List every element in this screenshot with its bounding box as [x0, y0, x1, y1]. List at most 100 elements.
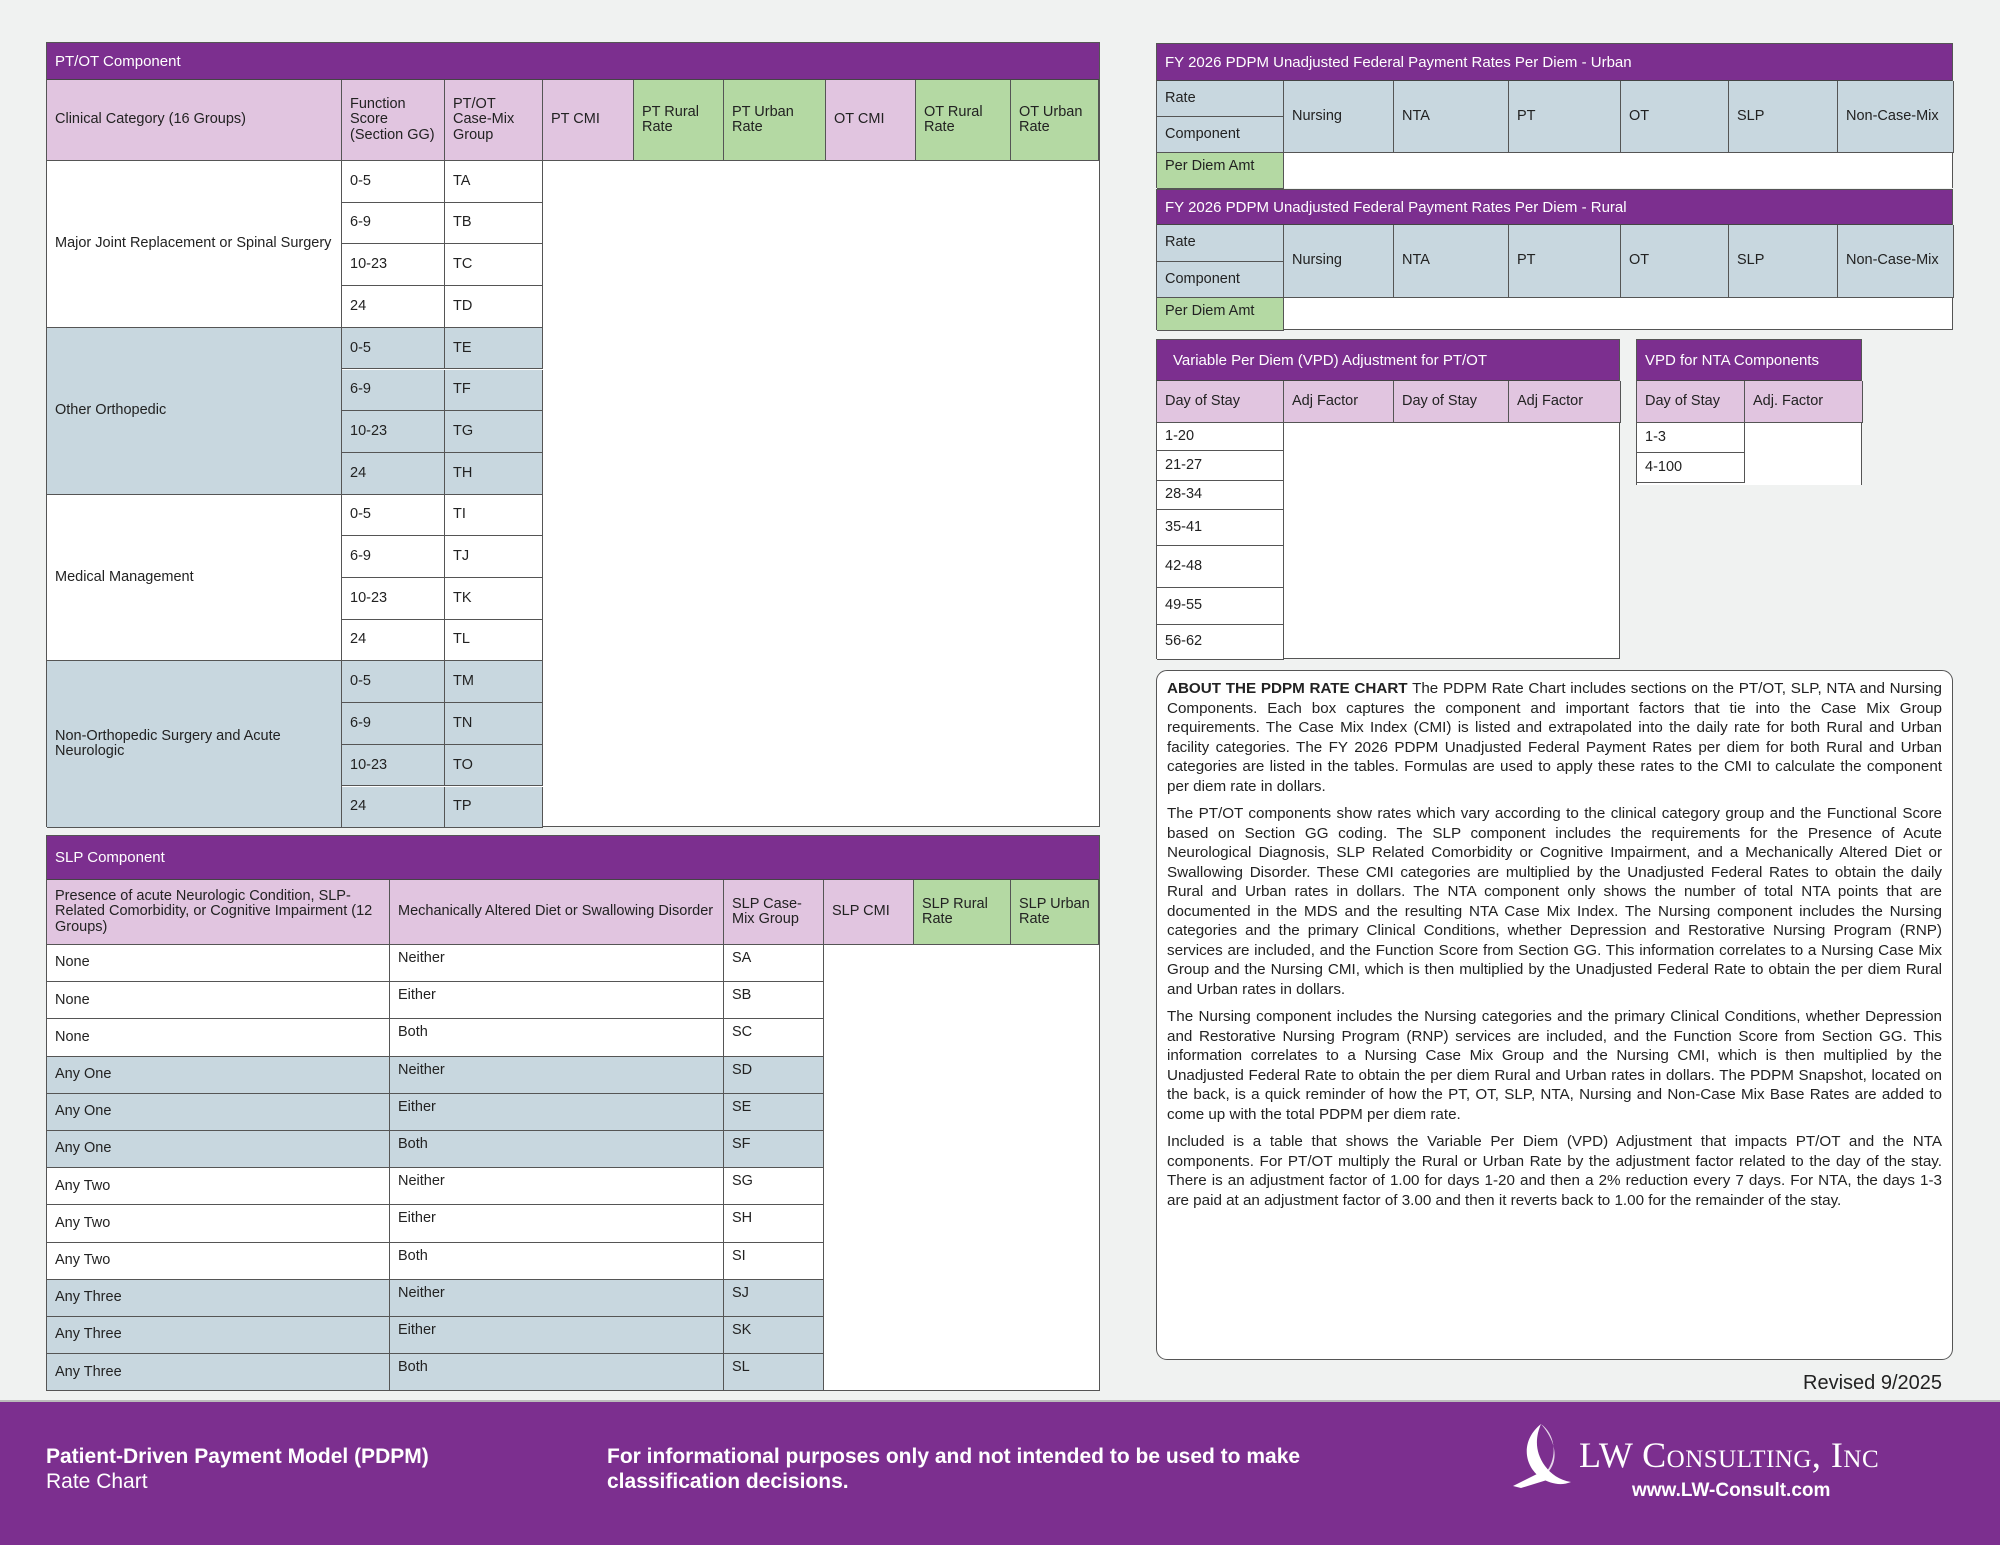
function-score-cell: 24: [342, 786, 445, 829]
ptot-header-cell: PT CMI: [543, 80, 634, 161]
rate-column-header: SLP: [1729, 225, 1838, 298]
slp-diet-cell: Both: [390, 1242, 724, 1280]
footer-title: Patient-Driven Payment Model (PDPM): [46, 1445, 429, 1468]
slp-title: SLP Component: [47, 836, 1099, 880]
case-mix-group-cell: TC: [445, 244, 543, 287]
function-score-cell: 0-5: [342, 494, 445, 537]
function-score-cell: 24: [342, 619, 445, 662]
vpd-day-cell: 35-41: [1157, 510, 1284, 546]
slp-header-cell: SLP Case-Mix Group: [724, 880, 824, 945]
function-score-cell: 24: [342, 452, 445, 495]
slp-component-table: SLP Component Presence of acute Neurolog…: [46, 835, 1100, 1392]
per-diem-label-cell: Per Diem Amt: [1157, 153, 1284, 189]
vpd-nta-day-cell: 4-100: [1637, 453, 1745, 483]
slp-group-cell: SI: [724, 1242, 824, 1280]
case-mix-group-cell: TD: [445, 286, 543, 328]
rate-column-header: SLP: [1729, 81, 1838, 153]
vpd-nta-title: VPD for NTA Components: [1637, 340, 1861, 381]
ptot-header-cell: PT Urban Rate: [724, 80, 826, 161]
about-paragraph: The PDPM Rate Chart includes sections on…: [1167, 680, 1942, 795]
vpd-nta-header-cell: Day of Stay: [1637, 381, 1745, 423]
case-mix-group-cell: TH: [445, 452, 543, 495]
case-mix-group-cell: TG: [445, 411, 543, 453]
rate-column-header: Non-Case-Mix: [1838, 225, 1954, 298]
slp-diet-cell: Either: [390, 1317, 724, 1355]
ptot-header-cell: OT Rural Rate: [916, 80, 1011, 161]
ptot-header-cell: Clinical Category (16 Groups): [47, 80, 342, 161]
slp-group-cell: SC: [724, 1019, 824, 1057]
vpd-day-cell: 49-55: [1157, 588, 1284, 625]
function-score-cell: 6-9: [342, 703, 445, 745]
vpd-header-cell: Day of Stay: [1394, 381, 1509, 423]
rate-column-header: Non-Case-Mix: [1838, 81, 1954, 153]
slp-diet-cell: Neither: [390, 1056, 724, 1094]
function-score-cell: 6-9: [342, 536, 445, 578]
slp-diet-cell: Either: [390, 1093, 724, 1131]
about-heading: ABOUT THE PDPM RATE CHART: [1167, 680, 1408, 697]
slp-diet-cell: Neither: [390, 945, 724, 983]
footer-subtitle: Rate Chart: [46, 1470, 148, 1493]
slp-diet-cell: Either: [390, 1205, 724, 1243]
slp-group-cell: SE: [724, 1093, 824, 1131]
ptot-header-cell: OT CMI: [826, 80, 916, 161]
vpd-nta-header-cell: Adj. Factor: [1745, 381, 1863, 423]
case-mix-group-cell: TL: [445, 619, 543, 662]
case-mix-group-cell: TA: [445, 161, 543, 203]
slp-presence-cell: Any Three: [47, 1279, 390, 1317]
case-mix-group-cell: TE: [445, 327, 543, 370]
slp-presence-cell: Any Three: [47, 1317, 390, 1355]
function-score-cell: 10-23: [342, 578, 445, 620]
logo-text: LW Consulting, Inc: [1579, 1435, 1880, 1475]
rate-label-cell: Rate: [1157, 81, 1284, 117]
ptot-component-table: PT/OT Component Clinical Category (16 Gr…: [46, 42, 1100, 829]
rate-column-header: OT: [1621, 225, 1729, 298]
about-paragraph: Included is a table that shows the Varia…: [1167, 1133, 1942, 1209]
vpd-header-cell: Day of Stay: [1157, 381, 1284, 423]
slp-presence-cell: None: [47, 945, 390, 983]
rural-rates-table: FY 2026 PDPM Unadjusted Federal Payment …: [1156, 189, 1954, 331]
slp-header-cell: SLP Urban Rate: [1011, 880, 1099, 945]
slp-group-cell: SH: [724, 1205, 824, 1243]
slp-presence-cell: Any Three: [47, 1354, 390, 1392]
vpd-day-cell: 28-34: [1157, 481, 1284, 510]
slp-group-cell: SJ: [724, 1279, 824, 1317]
ptot-header-cell: Function Score (Section GG): [342, 80, 445, 161]
case-mix-group-cell: TO: [445, 744, 543, 787]
rate-column-header: NTA: [1394, 225, 1509, 298]
slp-diet-cell: Both: [390, 1131, 724, 1169]
slp-presence-cell: None: [47, 982, 390, 1020]
vpd-header-cell: Adj Factor: [1509, 381, 1621, 423]
vpd-nta-day-cell: 1-3: [1637, 423, 1745, 453]
clinical-category-cell: Non-Orthopedic Surgery and Acute Neurolo…: [47, 661, 342, 829]
slp-header-cell: SLP CMI: [824, 880, 914, 945]
case-mix-group-cell: TI: [445, 494, 543, 537]
urban-rates-table: FY 2026 PDPM Unadjusted Federal Payment …: [1156, 43, 1954, 189]
slp-presence-cell: Any Two: [47, 1242, 390, 1280]
clinical-category-cell: Major Joint Replacement or Spinal Surger…: [47, 161, 342, 328]
function-score-cell: 0-5: [342, 661, 445, 704]
case-mix-group-cell: TK: [445, 578, 543, 620]
revised-date: Revised 9/2025: [1803, 1372, 1942, 1394]
rate-column-header: Nursing: [1284, 225, 1394, 298]
vpd-day-cell: 42-48: [1157, 546, 1284, 588]
clinical-category-cell: Other Orthopedic: [47, 327, 342, 495]
slp-header-cell: SLP Rural Rate: [914, 880, 1011, 945]
company-url: www.LW-Consult.com: [1632, 1480, 1831, 1501]
slp-header-cell: Mechanically Altered Diet or Swallowing …: [390, 880, 724, 945]
slp-group-cell: SK: [724, 1317, 824, 1355]
per-diem-label-cell: Per Diem Amt: [1157, 298, 1284, 331]
vpd-day-cell: 1-20: [1157, 423, 1284, 451]
ptot-header-cell: PT/OT Case-Mix Group: [445, 80, 543, 161]
vpd-day-cell: 56-62: [1157, 625, 1284, 660]
vpd-day-cell: 21-27: [1157, 451, 1284, 481]
rate-label-cell: Rate: [1157, 225, 1284, 262]
function-score-cell: 24: [342, 286, 445, 328]
slp-group-cell: SB: [724, 982, 824, 1020]
rate-column-header: PT: [1509, 81, 1621, 153]
case-mix-group-cell: TF: [445, 369, 543, 412]
slp-presence-cell: Any Two: [47, 1205, 390, 1243]
slp-diet-cell: Neither: [390, 1168, 724, 1206]
slp-group-cell: SL: [724, 1354, 824, 1392]
vpd-ptot-title: Variable Per Diem (VPD) Adjustment for P…: [1157, 340, 1619, 381]
rate-column-header: Nursing: [1284, 81, 1394, 153]
